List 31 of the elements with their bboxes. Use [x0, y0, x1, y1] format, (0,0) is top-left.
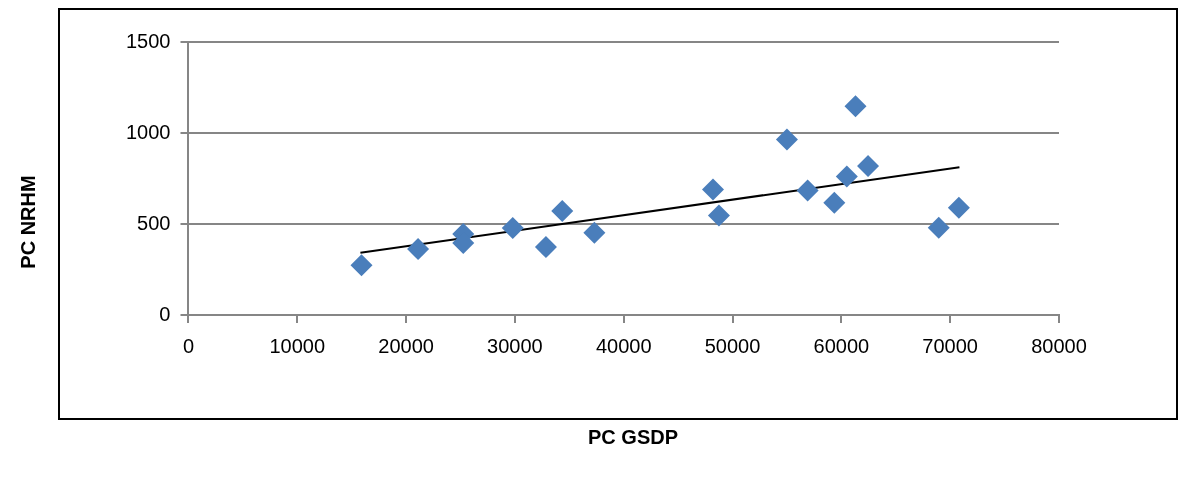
y-tick-label: 0 — [159, 302, 171, 325]
x-tick-label: 20000 — [378, 334, 434, 357]
point — [551, 200, 574, 223]
point — [707, 204, 730, 227]
x-tick-label: 10000 — [269, 334, 326, 357]
x-tick-label: 40000 — [595, 334, 652, 357]
point — [775, 128, 798, 151]
y-tick-label: 1500 — [125, 29, 171, 52]
point — [407, 238, 430, 261]
y-tick-label: 500 — [137, 211, 171, 234]
point — [947, 196, 970, 219]
point — [857, 155, 880, 178]
x-tick-label: 80000 — [1031, 334, 1087, 357]
point — [534, 236, 557, 259]
y-tick-label: 1000 — [125, 120, 171, 143]
point — [701, 178, 724, 201]
point — [501, 217, 524, 239]
x-tick-label: 70000 — [922, 334, 978, 357]
point — [796, 179, 819, 202]
x-axis-title: PC GSDP — [587, 426, 679, 449]
point — [927, 216, 950, 239]
y-axis-title: PC NRHM — [16, 175, 40, 269]
x-tick-label: 0 — [182, 334, 195, 357]
x-tick-label: 30000 — [487, 334, 543, 357]
x-tick-label: 60000 — [813, 334, 870, 357]
x-tick-label: 50000 — [704, 334, 761, 357]
point — [844, 95, 867, 118]
point — [583, 221, 606, 244]
point — [350, 254, 373, 277]
point — [823, 191, 846, 214]
point — [835, 165, 858, 188]
